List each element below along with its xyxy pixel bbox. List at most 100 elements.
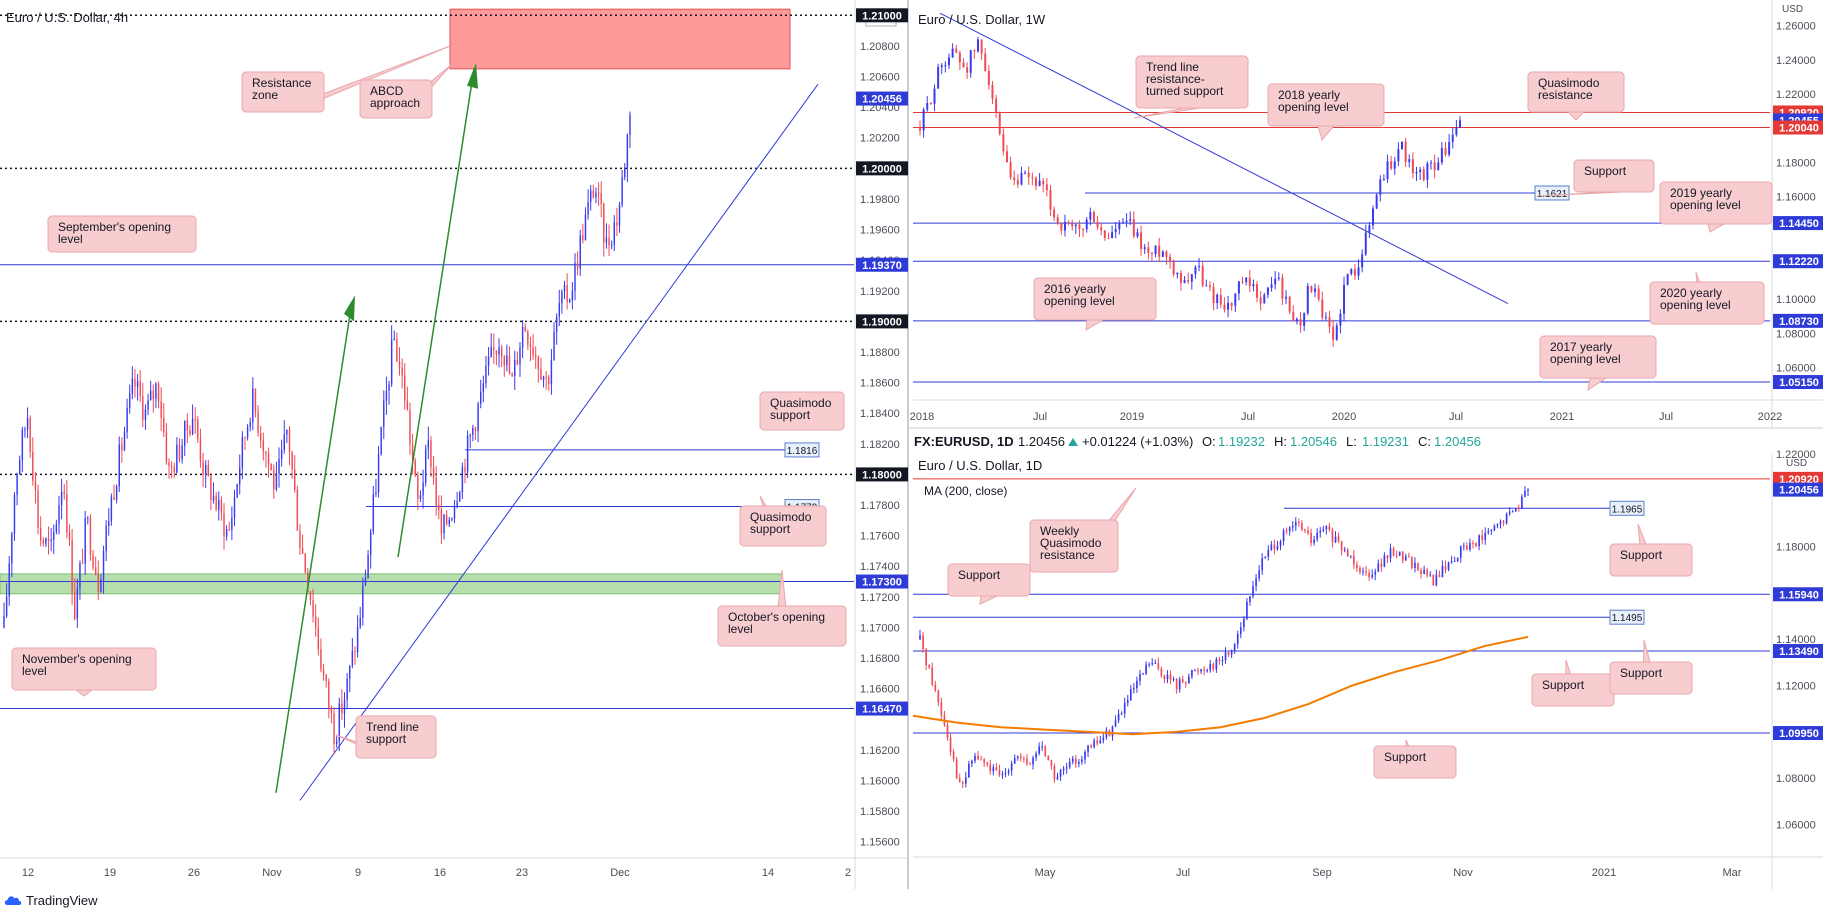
candle-body (1038, 180, 1041, 187)
candle-body (294, 469, 296, 490)
candle-body (165, 432, 168, 463)
candle-body (1013, 177, 1016, 181)
candle-body (422, 482, 424, 496)
candle-body (1282, 530, 1285, 542)
candle-body (1346, 274, 1349, 285)
candle-body (479, 391, 482, 404)
candle-body (527, 331, 529, 345)
candle-body (283, 434, 285, 450)
candle-body (995, 98, 998, 113)
candle-body (1142, 673, 1144, 675)
candle-body (1417, 562, 1419, 571)
candle-body (629, 114, 631, 135)
candle-body (980, 39, 983, 54)
candle-body (168, 462, 170, 467)
candle-body (42, 540, 45, 544)
candle-body (330, 707, 333, 714)
candle-body (1165, 251, 1168, 257)
candle-body (995, 767, 998, 771)
inline-1816 (784, 442, 820, 458)
candle-body (485, 365, 487, 384)
candle-body (537, 356, 540, 370)
daily-price-tag-text: 1.09950 (1779, 728, 1819, 740)
candle-body (1249, 596, 1251, 602)
note-weekly-support[interactable]: Support (1537, 159, 1655, 197)
candle-body (1453, 561, 1456, 563)
candle-body (1288, 527, 1291, 532)
note-daily-support-bottom[interactable]: Support (1373, 739, 1457, 779)
candle-body (1313, 539, 1315, 543)
note-daily-support-right[interactable]: Support (1609, 523, 1693, 577)
candle-body (532, 347, 534, 356)
candle-body (136, 381, 139, 387)
candle-body (493, 347, 495, 351)
candle-body (946, 724, 949, 738)
candle-body (1375, 194, 1378, 209)
y-tick-label: 1.14000 (1776, 634, 1816, 646)
candle-body (241, 437, 244, 468)
candle-body (1237, 281, 1240, 294)
tradingview-footer[interactable]: TradingView (0, 889, 98, 911)
note-daily-support-mid[interactable]: Support (1531, 659, 1615, 707)
candle-body (563, 285, 566, 292)
y-tick-label: 1.20200 (860, 133, 900, 145)
candle-body (1201, 266, 1204, 286)
x-tick-label: 2020 (1332, 411, 1356, 423)
note-daily-support-left[interactable]: Support (947, 563, 1031, 605)
charts-canvas[interactable]: Euro / U.S. Dollar, 4h 1.20800 1.20600 1.20… (0, 0, 1823, 889)
y-tick-label: 1.18400 (860, 408, 900, 420)
candle-body (239, 467, 241, 485)
candle-body (147, 400, 149, 410)
note-weekly-support-box (1573, 159, 1655, 193)
candle-body (545, 376, 547, 378)
candle-body (1001, 773, 1004, 776)
candle-body (29, 417, 31, 452)
candle-body (1179, 272, 1182, 283)
daily-inline-1965-text: 1.1965 (1612, 504, 1643, 515)
candle-body (1117, 713, 1120, 721)
note-daily-support-bottom-line: Support (1384, 750, 1427, 764)
candle-body (212, 495, 215, 501)
candle-body (1148, 664, 1150, 666)
y-tick-label: 1.20600 (860, 72, 900, 84)
daily-price-tag (1773, 587, 1823, 602)
candle-body (1215, 659, 1218, 670)
candle-body (1517, 508, 1520, 510)
candle-body (1328, 526, 1331, 530)
candle-body (233, 496, 236, 518)
candle-body (445, 514, 448, 525)
candle-body (1078, 224, 1081, 230)
candle-body (1187, 280, 1190, 282)
left-price-tag (856, 574, 908, 589)
candle-body (1419, 169, 1422, 172)
left-price-tag (856, 257, 908, 272)
candle-body (1349, 555, 1352, 557)
candle-body (451, 518, 453, 520)
candle-body (1096, 221, 1099, 228)
candle-body (1004, 772, 1007, 774)
candle-body (1484, 532, 1487, 540)
note-daily-support-right2[interactable]: Support (1609, 639, 1693, 695)
note-resistance-zone-line: Resistance (252, 76, 312, 90)
candle-body (1132, 219, 1135, 237)
daily-price-tag (1773, 726, 1823, 741)
candle-body (1047, 755, 1050, 761)
candle-body (202, 461, 204, 475)
candle-body (385, 390, 388, 401)
